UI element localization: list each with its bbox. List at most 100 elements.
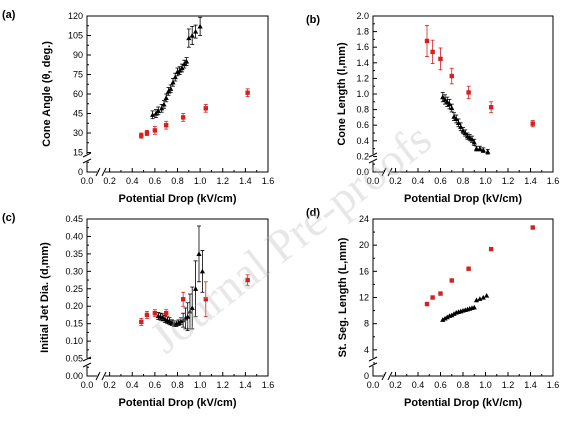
data-point-triangle (440, 94, 446, 100)
data-point-triangle (449, 312, 455, 318)
data-point-triangle (183, 58, 190, 64)
y-axis-break-mark (82, 158, 92, 164)
x-tick-label: 1.6 (262, 380, 275, 390)
data-point-triangle (199, 268, 205, 274)
y-tick-label: 20 (359, 240, 369, 250)
x-tick-label: 0.0 (367, 380, 380, 390)
data-point-triangle (189, 32, 195, 38)
data-point-triangle (193, 29, 199, 34)
data-point-triangle (442, 96, 448, 102)
x-tick-label: 1.2 (216, 380, 229, 390)
x-tick-label: 1.4 (239, 380, 252, 390)
y-tick-label: 1.6 (356, 42, 369, 52)
y-tick-label: 1.8 (356, 27, 369, 37)
data-point-square (144, 312, 150, 318)
x-tick-label: 0.4 (412, 380, 425, 390)
x-tick-label: 1.6 (262, 176, 275, 186)
y-tick-label: 0.15 (65, 319, 83, 329)
y-axis-break-mark (368, 158, 378, 164)
data-point-triangle (168, 86, 174, 91)
x-tick-label: 1.4 (524, 380, 537, 390)
data-point-square (430, 49, 435, 55)
x-axis-break-mark (387, 371, 393, 381)
x-tick-label: 0.2 (389, 380, 402, 390)
panel-label: (c) (2, 212, 16, 224)
data-point-square (438, 291, 443, 296)
plot-frame (86, 15, 269, 173)
data-point-square (203, 297, 208, 302)
data-point-square (438, 56, 443, 62)
data-point-triangle (460, 128, 466, 133)
data-point-triangle (189, 305, 195, 311)
x-tick-label: 1.4 (239, 176, 252, 186)
chart-panel-2: 0.0 0.2 0.4 0.6 0.8 1.0 1.2 1.4 1.6 0.0 0.2 0.4 0.6 0… (306, 11, 559, 205)
data-point-square (530, 225, 535, 230)
x-tick-label: 0.8 (457, 176, 470, 186)
data-point-triangle (469, 136, 475, 142)
x-tick-label: 0.6 (149, 176, 162, 186)
data-point-triangle (193, 286, 199, 291)
data-point-triangle (185, 314, 191, 319)
data-point-triangle (187, 308, 193, 314)
data-point-triangle (485, 149, 491, 154)
y-tick-label: 24 (359, 214, 369, 224)
y-axis-break-gap (83, 154, 91, 162)
data-point-triangle (176, 320, 182, 325)
data-point-triangle (473, 297, 480, 303)
y-axis-title: Cone Length (l,mm) (336, 42, 348, 146)
y-axis-title: Initial Jet Dia. (d,mm) (39, 242, 51, 353)
data-point-square (245, 90, 250, 95)
data-point-triangle (161, 101, 167, 107)
x-tick-label: 0.2 (103, 380, 116, 390)
x-tick-label: 0.4 (126, 176, 139, 186)
y-tick-label: 0.35 (65, 249, 83, 259)
x-tick-label: 1.6 (547, 380, 560, 390)
data-point-square (180, 297, 186, 302)
y-tick-label: 0.00 (65, 371, 83, 381)
data-point-square (203, 106, 208, 111)
data-point-square (163, 123, 169, 128)
y-axis-break-mark (82, 152, 92, 158)
x-tick-label: 1.0 (479, 176, 492, 186)
chart-panel-4: 0.0 0.2 0.4 0.6 0.8 1.0 1.2 1.4 1.6 0 4 8 12 16 20 24 Po… (306, 207, 559, 409)
data-point-triangle (451, 114, 457, 119)
data-point-square (139, 133, 144, 138)
x-tick-label: 0.4 (126, 380, 139, 390)
data-point-triangle (477, 296, 483, 301)
y-tick-label: 0 (364, 371, 369, 381)
y-tick-label: 2.0 (356, 11, 369, 21)
y-tick-label: 0.4 (356, 136, 369, 146)
data-point-triangle (462, 130, 468, 136)
y-axis-break-gap (369, 358, 377, 366)
data-point-triangle (477, 146, 483, 151)
y-tick-label: 4 (364, 345, 369, 355)
y-axis-break-mark (368, 152, 378, 158)
data-point-square (424, 301, 430, 307)
x-axis-break-gap (97, 372, 105, 380)
data-point-triangle (449, 105, 455, 111)
data-point-triangle (471, 304, 477, 310)
y-axis-break-mark (82, 362, 92, 368)
data-point-square (449, 73, 454, 79)
data-point-square (488, 105, 494, 110)
data-point-triangle (451, 311, 457, 316)
x-tick-label: 0.2 (103, 176, 116, 186)
data-point-triangle (197, 23, 203, 29)
x-tick-label: 0.8 (457, 380, 470, 390)
data-point-triangle (186, 35, 192, 41)
data-point-triangle (159, 105, 165, 111)
y-tick-label: 0.05 (65, 354, 83, 364)
x-axis-break-gap (383, 372, 391, 380)
y-tick-label: 0.40 (65, 231, 83, 241)
x-tick-label: 1.2 (502, 380, 515, 390)
data-point-square (466, 90, 471, 95)
data-point-triangle (453, 116, 459, 122)
x-axis-title: Potential Drop (kV/cm) (119, 193, 237, 205)
y-axis-break-mark (368, 356, 378, 362)
y-tick-label: 0.0 (356, 167, 369, 177)
data-point-triangle (196, 251, 202, 256)
x-axis-break-gap (97, 168, 105, 176)
data-point-triangle (150, 112, 156, 117)
data-point-triangle (444, 99, 450, 104)
data-point-square (466, 266, 471, 271)
